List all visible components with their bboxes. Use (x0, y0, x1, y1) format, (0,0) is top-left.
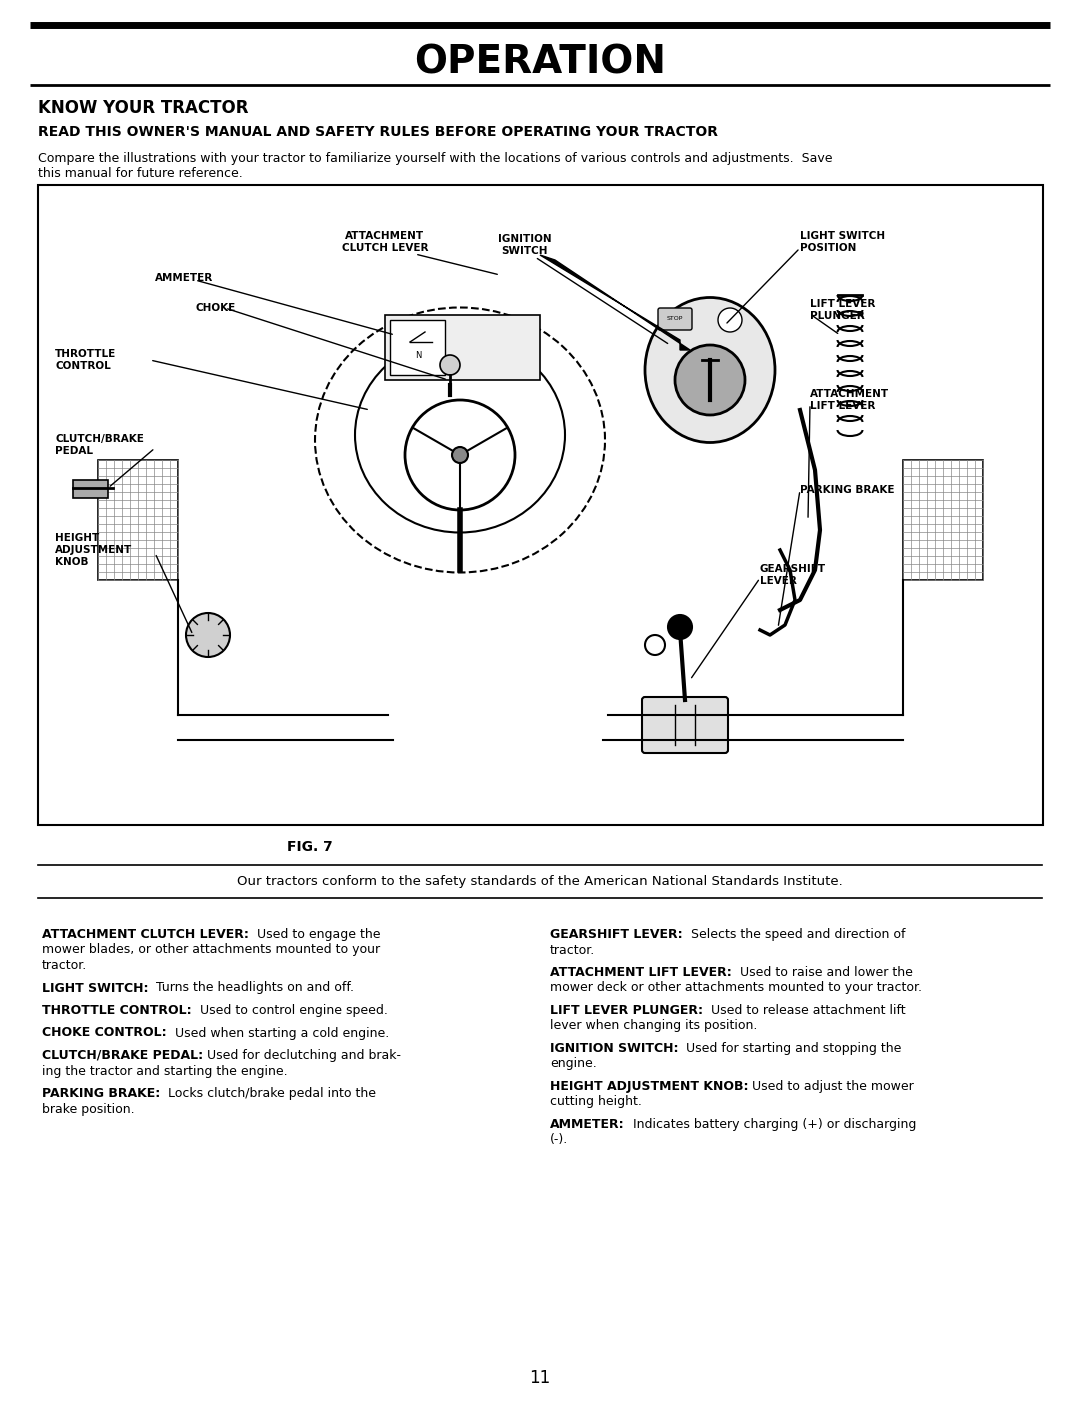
Text: (-).: (-). (550, 1134, 568, 1146)
Ellipse shape (315, 307, 605, 572)
Text: mower deck or other attachments mounted to your tractor.: mower deck or other attachments mounted … (550, 982, 922, 995)
Text: N: N (415, 351, 421, 359)
Text: IGNITION
SWITCH: IGNITION SWITCH (498, 234, 552, 255)
Text: GEARSHIFT LEVER:: GEARSHIFT LEVER: (550, 927, 683, 941)
Text: cutting height.: cutting height. (550, 1096, 642, 1108)
Text: CHOKE CONTROL:: CHOKE CONTROL: (42, 1027, 166, 1040)
Text: brake position.: brake position. (42, 1103, 135, 1115)
Text: CLUTCH/BRAKE
PEDAL: CLUTCH/BRAKE PEDAL (55, 434, 144, 456)
Text: ATTACHMENT LIFT LEVER:: ATTACHMENT LIFT LEVER: (550, 967, 732, 979)
Bar (903, 460, 983, 579)
Text: HEIGHT ADJUSTMENT KNOB:: HEIGHT ADJUSTMENT KNOB: (550, 1080, 748, 1093)
FancyBboxPatch shape (658, 309, 692, 330)
Text: LIGHT SWITCH:: LIGHT SWITCH: (42, 982, 149, 995)
Text: ATTACHMENT CLUTCH LEVER:: ATTACHMENT CLUTCH LEVER: (42, 927, 248, 941)
Text: AMMETER: AMMETER (156, 274, 213, 283)
Circle shape (718, 309, 742, 333)
Text: mower blades, or other attachments mounted to your: mower blades, or other attachments mount… (42, 943, 380, 957)
FancyBboxPatch shape (642, 697, 728, 753)
Text: tractor.: tractor. (550, 943, 595, 957)
Ellipse shape (355, 338, 565, 533)
Text: CLUTCH/BRAKE PEDAL:: CLUTCH/BRAKE PEDAL: (42, 1049, 203, 1062)
Bar (384, 316, 540, 380)
Text: Used for declutching and brak-: Used for declutching and brak- (203, 1049, 401, 1062)
Text: LIGHT SWITCH
POSITION: LIGHT SWITCH POSITION (800, 231, 886, 253)
Bar (73, 480, 108, 498)
Text: ing the tractor and starting the engine.: ing the tractor and starting the engine. (42, 1065, 287, 1078)
Text: ATTACHMENT
CLUTCH LEVER: ATTACHMENT CLUTCH LEVER (341, 231, 429, 253)
Text: 11: 11 (529, 1369, 551, 1388)
Text: Our tractors conform to the safety standards of the American National Standards : Our tractors conform to the safety stand… (238, 875, 842, 888)
Text: tractor.: tractor. (42, 960, 87, 972)
Text: STOP: STOP (666, 317, 684, 321)
Text: OPERATION: OPERATION (414, 43, 666, 81)
Text: Used to control engine speed.: Used to control engine speed. (191, 1005, 388, 1017)
Bar (390, 320, 445, 375)
Text: lever when changing its position.: lever when changing its position. (550, 1020, 757, 1033)
Text: Used when starting a cold engine.: Used when starting a cold engine. (166, 1027, 389, 1040)
Text: PARKING BRAKE:: PARKING BRAKE: (42, 1087, 160, 1100)
Text: AMMETER:: AMMETER: (550, 1118, 624, 1131)
Circle shape (453, 448, 468, 463)
Text: ATTACHMENT
LIFT LEVER: ATTACHMENT LIFT LEVER (810, 389, 889, 411)
Circle shape (440, 355, 460, 375)
Text: Used to adjust the mower: Used to adjust the mower (748, 1080, 915, 1093)
Text: THROTTLE
CONTROL: THROTTLE CONTROL (55, 349, 117, 370)
Circle shape (645, 636, 665, 655)
Circle shape (186, 613, 230, 657)
Text: KNOW YOUR TRACTOR: KNOW YOUR TRACTOR (38, 100, 248, 116)
Text: Selects the speed and direction of: Selects the speed and direction of (683, 927, 905, 941)
Polygon shape (540, 255, 690, 349)
Text: engine.: engine. (550, 1058, 597, 1070)
Text: FIG. 7: FIG. 7 (287, 840, 333, 854)
Text: IGNITION SWITCH:: IGNITION SWITCH: (550, 1042, 678, 1055)
Text: Indicates battery charging (+) or discharging: Indicates battery charging (+) or discha… (624, 1118, 916, 1131)
Text: HEIGHT
ADJUSTMENT
KNOB: HEIGHT ADJUSTMENT KNOB (55, 533, 132, 567)
Text: LIFT LEVER
PLUNGER: LIFT LEVER PLUNGER (810, 299, 876, 321)
Bar (98, 460, 178, 579)
Ellipse shape (645, 297, 775, 442)
Text: Compare the illustrations with your tractor to familiarize yourself with the loc: Compare the illustrations with your trac… (38, 152, 833, 166)
Text: Used to release attachment lift: Used to release attachment lift (703, 1005, 906, 1017)
Text: Used for starting and stopping the: Used for starting and stopping the (678, 1042, 902, 1055)
Text: LIFT LEVER PLUNGER:: LIFT LEVER PLUNGER: (550, 1005, 703, 1017)
Circle shape (405, 400, 515, 511)
Text: READ THIS OWNER'S MANUAL AND SAFETY RULES BEFORE OPERATING YOUR TRACTOR: READ THIS OWNER'S MANUAL AND SAFETY RULE… (38, 125, 718, 139)
Text: Used to raise and lower the: Used to raise and lower the (732, 967, 913, 979)
Bar (38, 185, 1043, 825)
Text: Locks clutch/brake pedal into the: Locks clutch/brake pedal into the (160, 1087, 376, 1100)
Text: CHOKE: CHOKE (195, 303, 235, 313)
Text: GEARSHIFT
LEVER: GEARSHIFT LEVER (760, 564, 826, 586)
Text: this manual for future reference.: this manual for future reference. (38, 167, 243, 180)
Circle shape (669, 615, 692, 638)
Text: THROTTLE CONTROL:: THROTTLE CONTROL: (42, 1005, 191, 1017)
Text: Used to engage the: Used to engage the (248, 927, 380, 941)
Text: Turns the headlights on and off.: Turns the headlights on and off. (149, 982, 354, 995)
Text: PARKING BRAKE: PARKING BRAKE (800, 485, 894, 495)
Circle shape (675, 345, 745, 415)
